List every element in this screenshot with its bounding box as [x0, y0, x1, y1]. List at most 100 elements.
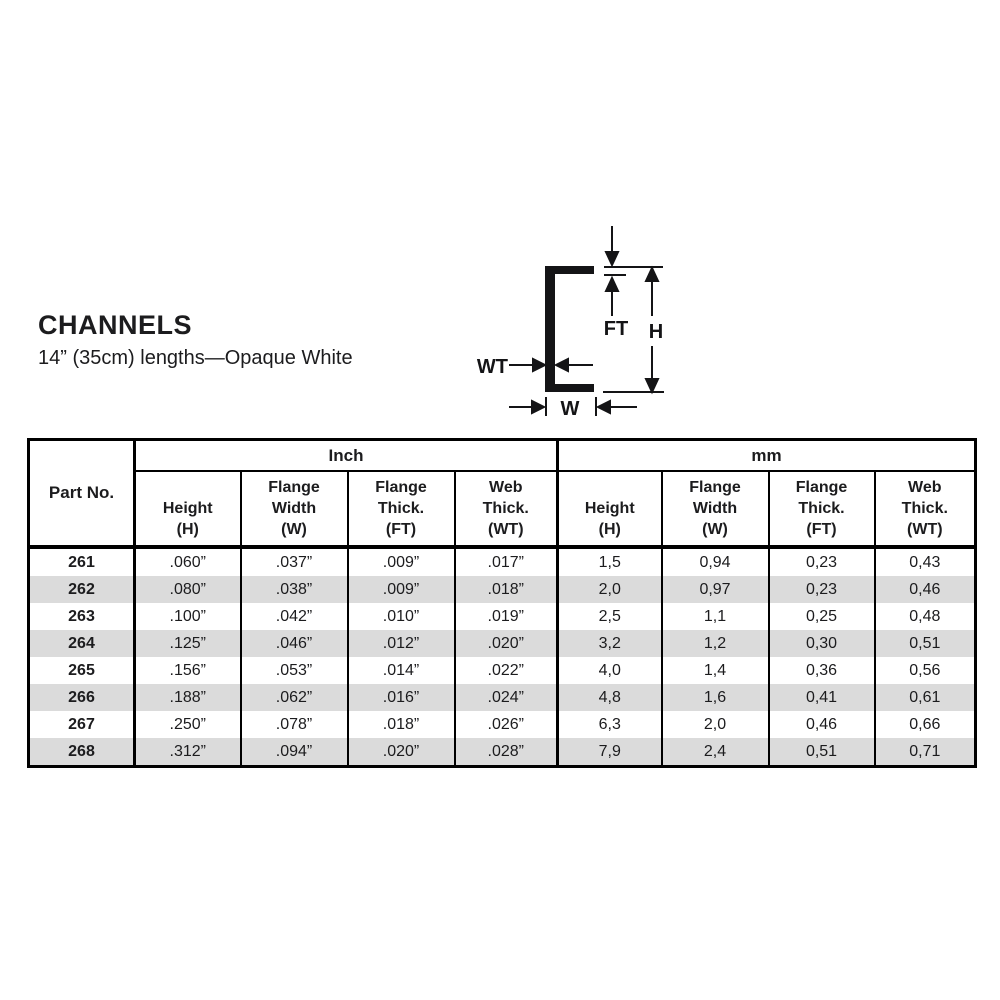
inch-value-cell: .018” [346, 711, 455, 738]
inch-value-cell: .042” [239, 603, 348, 630]
part-no-cell: 263 [27, 603, 135, 630]
wt-label: WT [477, 356, 508, 378]
w-label: W [561, 398, 580, 420]
inch-value-cell: .019” [453, 603, 558, 630]
mm-value-cell: 0,46 [873, 576, 976, 603]
mm-value-cell: 0,71 [873, 738, 976, 767]
table-row: 261.060” .037” .009” .017” 1,5 0,94 0,23 0,43 [27, 547, 976, 576]
mm-value-cell: 7,9 [556, 738, 662, 767]
inch-value-cell: .053” [239, 657, 348, 684]
inch-value-cell: .017” [453, 547, 558, 576]
mm-value-cell: 1,5 [556, 547, 662, 576]
ft-label: FT [604, 318, 628, 340]
mm-value-cell: 0,46 [767, 711, 875, 738]
inch-value-cell: .022” [453, 657, 558, 684]
inch-value-cell: .100” [133, 603, 241, 630]
mm-value-cell: 1,6 [660, 684, 769, 711]
mm-value-cell: 0,23 [767, 547, 875, 576]
part-no-cell: 261 [27, 547, 135, 576]
table-body: 261.060” .037” .009” .017” 1,5 0,94 0,23 0,43 26… [27, 547, 976, 767]
mm-value-cell: 2,5 [556, 603, 662, 630]
table-row: 262.080” .038” .009” .018” 2,0 0,97 0,23 0,46 [27, 576, 976, 603]
channel-shape [545, 266, 594, 392]
table-row: 263.100” .042” .010” .019” 2,5 1,1 0,25 0,48 [27, 603, 976, 630]
inch-value-cell: .046” [239, 630, 348, 657]
inch-value-cell: .037” [239, 547, 348, 576]
part-no-cell: 268 [27, 738, 135, 767]
mm-value-cell: 0,97 [660, 576, 769, 603]
h-label: H [649, 321, 663, 343]
inch-value-cell: .026” [453, 711, 558, 738]
sub-header-row: Height (H) Flange Width (W) Flange Thick… [29, 471, 976, 547]
inch-value-cell: .080” [133, 576, 241, 603]
page-subtitle: 14” (35cm) lengths—Opaque White [38, 347, 353, 369]
mm-flange-thick-header: Flange Thick. (FT) [767, 471, 875, 547]
channels-spec-table: Part No. Inch mm Height (H) Flange Width… [27, 438, 978, 768]
inch-value-cell: .028” [453, 738, 558, 767]
mm-value-cell: 0,30 [767, 630, 875, 657]
inch-value-cell: .020” [346, 738, 455, 767]
page-title: CHANNELS [38, 310, 193, 340]
inch-value-cell: .125” [133, 630, 241, 657]
part-no-cell: 267 [27, 711, 135, 738]
mm-flange-width-header: Flange Width (W) [660, 471, 769, 547]
table-row: 264.125” .046” .012” .020” 3,2 1,2 0,30 0,51 [27, 630, 976, 657]
inch-value-cell: .188” [133, 684, 241, 711]
mm-height-header: Height (H) [556, 471, 662, 547]
mm-value-cell: 2,4 [660, 738, 769, 767]
mm-value-cell: 0,25 [767, 603, 875, 630]
mm-value-cell: 4,8 [556, 684, 662, 711]
part-no-cell: 265 [27, 657, 135, 684]
table-row: 268.312” .094” .020” .028” 7,9 2,4 0,51 0,71 [27, 738, 976, 767]
part-no-cell: 262 [27, 576, 135, 603]
table-row: 267.250” .078” .018” .026” 6,3 2,0 0,46 0,66 [27, 711, 976, 738]
mm-value-cell: 0,48 [873, 603, 976, 630]
mm-value-cell: 1,1 [660, 603, 769, 630]
h-bottom-arrowhead [644, 378, 660, 395]
mm-value-cell: 6,3 [556, 711, 662, 738]
mm-value-cell: 0,94 [660, 547, 769, 576]
mm-value-cell: 2,0 [660, 711, 769, 738]
wt-arrowhead [532, 357, 548, 373]
mm-value-cell: 4,0 [556, 657, 662, 684]
part-no-cell: 266 [27, 684, 135, 711]
inch-web-thick-header: Web Thick. (WT) [453, 471, 558, 547]
inch-value-cell: .060” [133, 547, 241, 576]
unit-header-row: Part No. Inch mm [27, 439, 976, 548]
inch-value-cell: .016” [346, 684, 455, 711]
inch-value-cell: .312” [133, 738, 241, 767]
mm-value-cell: 0,56 [873, 657, 976, 684]
table-row: 266.188” .062” .016” .024” 4,8 1,6 0,41 0,61 [27, 684, 976, 711]
inch-value-cell: .250” [133, 711, 241, 738]
inch-value-cell: .009” [346, 547, 455, 576]
channel-cross-section-diagram: FT H WT W [477, 226, 664, 420]
inch-value-cell: .024” [453, 684, 558, 711]
inch-value-cell: .062” [239, 684, 348, 711]
part-no-header: Part No. [27, 439, 135, 548]
inch-value-cell: .038” [239, 576, 348, 603]
inch-value-cell: .094” [239, 738, 348, 767]
inch-group-header: Inch [132, 439, 558, 472]
mm-value-cell: 0,41 [767, 684, 875, 711]
mm-group-header: mm [556, 439, 976, 472]
inch-height-header: Height (H) [133, 471, 241, 547]
inch-value-cell: .014” [346, 657, 455, 684]
mm-value-cell: 0,23 [767, 576, 875, 603]
mm-value-cell: 0,61 [873, 684, 976, 711]
heading-block: CHANNELS 14” (35cm) lengths—Opaque White [38, 310, 353, 370]
inch-value-cell: .010” [346, 603, 455, 630]
mm-value-cell: 0,43 [873, 547, 976, 576]
mm-web-thick-header: Web Thick. (WT) [873, 471, 976, 547]
inch-flange-width-header: Flange Width (W) [239, 471, 348, 547]
part-no-cell: 264 [27, 630, 135, 657]
mm-value-cell: 0,51 [767, 738, 875, 767]
mm-value-cell: 0,51 [873, 630, 976, 657]
w-right-arrowhead [531, 399, 547, 415]
inch-value-cell: .020” [453, 630, 558, 657]
mm-value-cell: 3,2 [556, 630, 662, 657]
inch-value-cell: .009” [346, 576, 455, 603]
table-row: 265.156” .053” .014” .022” 4,0 1,4 0,36 0,56 [27, 657, 976, 684]
mm-value-cell: 1,2 [660, 630, 769, 657]
inch-value-cell: .078” [239, 711, 348, 738]
